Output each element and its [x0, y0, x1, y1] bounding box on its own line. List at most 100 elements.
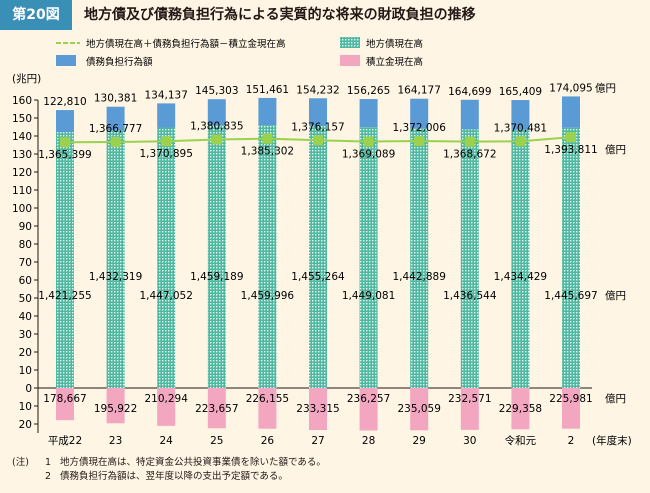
label-line: 1,376,157 [291, 121, 344, 133]
line-marker [161, 136, 172, 147]
label-line: 1,385,302 [241, 146, 294, 158]
figure-number-badge: 第20図 [0, 0, 72, 30]
x-tick-label: 平成22 [48, 435, 82, 447]
bar-debt-burden [562, 96, 580, 128]
line-marker [211, 134, 222, 145]
note-number: 1 [44, 457, 52, 468]
note-prefix: (注) [12, 457, 29, 468]
bar-debt-burden [56, 110, 74, 133]
label-local-bond: 1,445,697 [544, 290, 597, 302]
x-tick-label: 2 [568, 435, 575, 447]
x-tick-label: 25 [210, 435, 223, 447]
label-reserve: 223,657 [195, 403, 238, 415]
note-row: 2 債務負担行為額は、翌年度以降の支出予定額である。 [12, 470, 326, 484]
label-line: 1,368,672 [443, 149, 496, 161]
bar-reserve [562, 388, 580, 429]
bars [56, 96, 580, 431]
unit-label: 億円 [605, 289, 626, 302]
label-reserve: 210,294 [144, 393, 188, 405]
label-debt-burden: 165,409 [499, 86, 542, 98]
label-reserve: 232,571 [448, 393, 491, 405]
label-reserve: 195,922 [94, 403, 137, 415]
legend-line-label: 地方債現在高＋債務負担行為額－積立金現在高 [86, 38, 286, 50]
bar-reserve [511, 388, 530, 430]
line-marker [414, 136, 425, 147]
label-debt-burden: 130,381 [94, 93, 137, 105]
x-tick-label: 28 [362, 435, 375, 447]
bar-reserve [157, 388, 176, 426]
y-tick-label: 60 [19, 275, 32, 287]
bar-reserve [106, 388, 125, 424]
unit-label: 億円 [595, 81, 616, 94]
label-line: 1,380,835 [190, 120, 243, 132]
line-marker [262, 133, 273, 144]
y-tick-label: 140 [12, 131, 32, 143]
label-local-bond: 1,459,996 [241, 290, 295, 302]
bar-local-bond [511, 129, 530, 388]
legend-reserve-swatch [340, 55, 360, 66]
line-marker [363, 136, 374, 147]
label-debt-burden: 174,095 [549, 82, 592, 94]
label-debt-burden: 154,232 [296, 84, 339, 96]
legend-local-bond-label: 地方債現在高 [366, 38, 423, 50]
line-layer [60, 132, 576, 148]
label-debt-burden: 145,303 [195, 85, 238, 97]
label-reserve: 235,059 [397, 403, 440, 415]
y-axis-unit: (兆円) [12, 73, 41, 85]
x-tick-label: 23 [109, 435, 122, 447]
y-tick-label: 30 [19, 329, 32, 341]
label-local-bond: 1,449,081 [342, 290, 395, 302]
y-tick-label: 10 [19, 401, 32, 413]
label-local-bond: 1,447,052 [139, 290, 192, 302]
x-tick-label: 令和元 [505, 434, 537, 447]
x-axis-unit: (年度末) [592, 434, 632, 447]
label-line: 1,372,006 [392, 122, 446, 134]
bar-local-bond [359, 127, 378, 389]
label-local-bond: 1,432,319 [89, 271, 142, 283]
label-reserve: 226,155 [246, 393, 289, 405]
label-local-bond: 1,459,189 [190, 271, 243, 283]
bar-debt-burden [410, 98, 429, 129]
label-line: 1,369,089 [342, 149, 395, 161]
x-tick-label: 24 [160, 435, 174, 447]
bar-debt-burden [106, 106, 125, 131]
y-tick-label: 160 [12, 95, 32, 107]
labels-layer: 122,810 1,365,399 1,421,255 178,667 130,381 1… [38, 81, 626, 415]
label-debt-burden: 151,461 [246, 84, 289, 96]
line-marker [515, 136, 526, 147]
y-tick-label: 150 [12, 113, 32, 125]
y-tick-label: 120 [12, 167, 32, 179]
label-line: 1,393,811 [544, 144, 597, 156]
bar-debt-burden [258, 97, 277, 126]
label-line: 1,370,895 [139, 148, 192, 160]
label-debt-burden: 164,699 [448, 86, 491, 98]
note-text: 地方債現在高は、特定資金公共投資事業債を除いた額である。 [60, 457, 326, 468]
y-tick-label: 80 [19, 239, 32, 251]
y-tick-label: 110 [12, 185, 32, 197]
label-local-bond: 1,434,429 [494, 271, 547, 283]
bar-reserve [258, 388, 277, 429]
x-tick-label: 27 [311, 435, 324, 447]
y-tick-label: 100 [12, 203, 32, 215]
label-reserve: 233,315 [296, 403, 339, 415]
bar-local-bond [410, 128, 429, 389]
legend-local-bond-swatch [340, 37, 360, 48]
bar-local-bond [106, 130, 125, 388]
bar-debt-burden [207, 99, 226, 126]
label-debt-burden: 164,177 [397, 85, 440, 97]
legend-reserve-label: 積立金現在高 [366, 56, 423, 68]
bar-reserve [56, 388, 74, 421]
bar-reserve [359, 388, 378, 431]
title-bar: 第20図 地方債及び債務負担行為による実質的な将来の財政負担の推移 [0, 0, 650, 30]
bar-local-bond [562, 127, 580, 388]
y-tick-label: 70 [19, 257, 32, 269]
bar-reserve [309, 388, 327, 430]
label-reserve: 178,667 [43, 393, 86, 405]
bar-reserve [460, 388, 479, 430]
x-tick-label: 30 [463, 435, 476, 447]
label-reserve: 236,257 [347, 393, 390, 405]
line-marker [60, 137, 70, 148]
y-tick-label: 20 [19, 347, 32, 359]
notes: (注) 1 地方債現在高は、特定資金公共投資事業債を除いた額である。 2 債務負… [12, 456, 326, 484]
